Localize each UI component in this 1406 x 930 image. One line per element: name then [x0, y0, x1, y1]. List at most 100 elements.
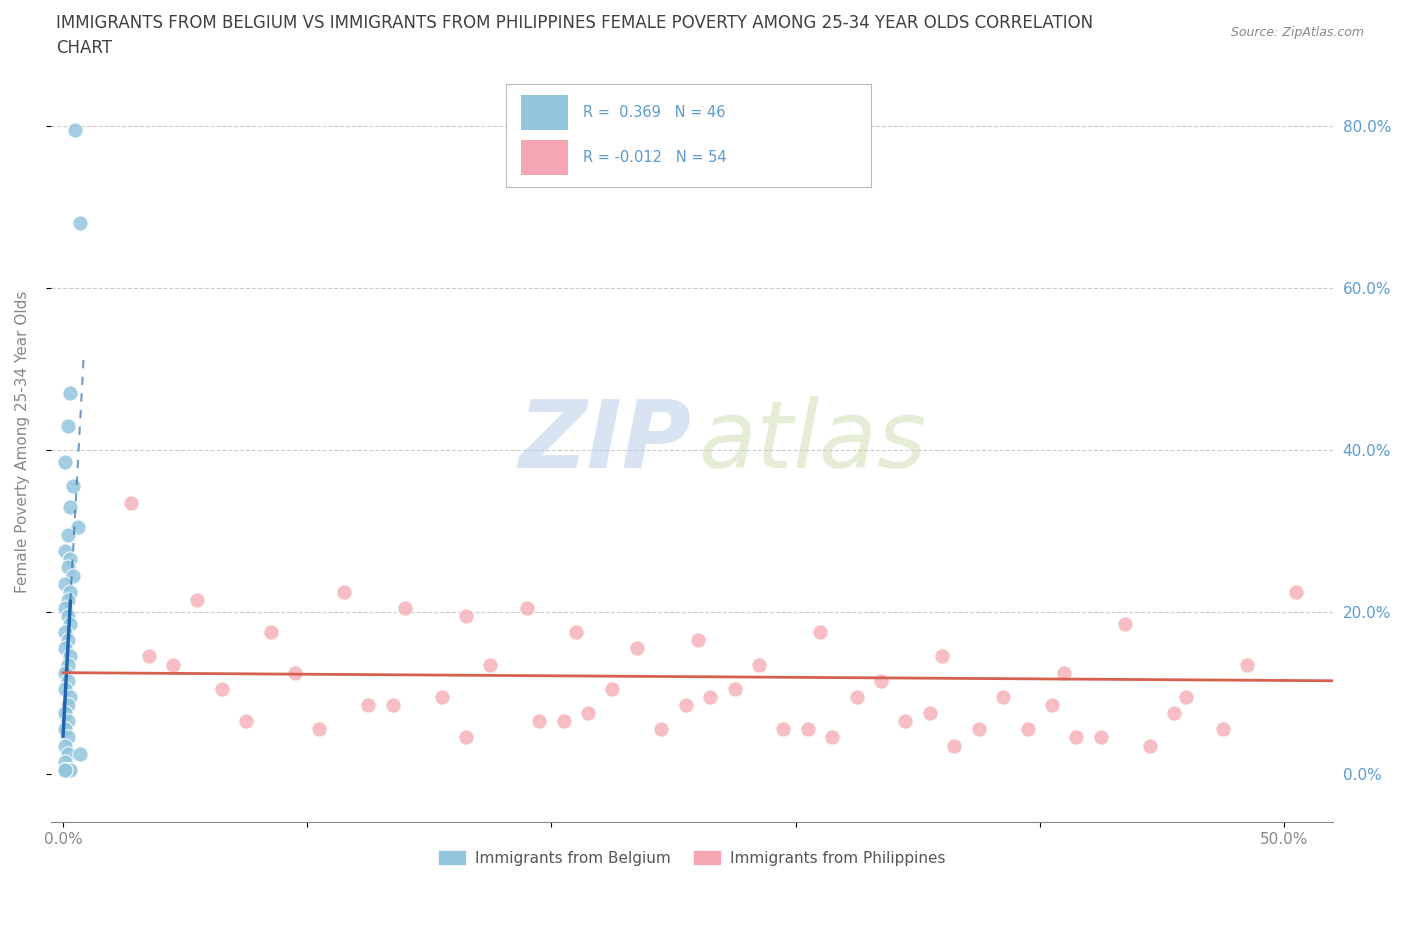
Point — [59, 763, 82, 777]
Point — [991, 689, 1014, 704]
Point — [56, 658, 79, 672]
Point — [138, 649, 160, 664]
Legend: Immigrants from Belgium, Immigrants from Philippines: Immigrants from Belgium, Immigrants from… — [432, 844, 952, 871]
Point — [55, 577, 77, 591]
Point — [56, 763, 79, 777]
Point — [55, 754, 77, 769]
Point — [55, 455, 77, 470]
Point — [120, 496, 142, 511]
Point — [55, 763, 77, 777]
Point — [69, 746, 91, 761]
Point — [186, 592, 208, 607]
Point — [308, 722, 330, 737]
Point — [59, 689, 82, 704]
Point — [56, 632, 79, 647]
Point — [1285, 584, 1308, 599]
Point — [55, 763, 77, 777]
Point — [56, 746, 79, 761]
Point — [699, 689, 721, 704]
Point — [1236, 658, 1258, 672]
Point — [56, 673, 79, 688]
Point — [527, 714, 550, 729]
Point — [967, 722, 990, 737]
Point — [454, 608, 477, 623]
Point — [516, 601, 538, 616]
Point — [55, 625, 77, 640]
Point — [56, 592, 79, 607]
Point — [357, 698, 380, 712]
Point — [69, 216, 91, 231]
Point — [284, 665, 307, 680]
Point — [1053, 665, 1076, 680]
Point — [454, 730, 477, 745]
Point — [845, 689, 868, 704]
Point — [1175, 689, 1198, 704]
Point — [626, 641, 648, 656]
Point — [56, 763, 79, 777]
Point — [56, 608, 79, 623]
Point — [235, 714, 257, 729]
Point — [56, 698, 79, 712]
Text: IMMIGRANTS FROM BELGIUM VS IMMIGRANTS FROM PHILIPPINES FEMALE POVERTY AMONG 25-3: IMMIGRANTS FROM BELGIUM VS IMMIGRANTS FR… — [56, 14, 1094, 32]
Point — [1017, 722, 1039, 737]
Point — [723, 682, 745, 697]
Point — [918, 706, 941, 721]
Point — [56, 527, 79, 542]
Point — [62, 479, 84, 494]
Point — [55, 763, 77, 777]
Point — [59, 617, 82, 631]
Point — [55, 601, 77, 616]
Point — [211, 682, 233, 697]
Text: Source: ZipAtlas.com: Source: ZipAtlas.com — [1230, 26, 1364, 39]
Text: ZIP: ZIP — [519, 396, 692, 488]
Point — [675, 698, 697, 712]
Point — [931, 649, 953, 664]
Point — [1040, 698, 1063, 712]
Point — [381, 698, 404, 712]
Point — [430, 689, 453, 704]
Point — [55, 641, 77, 656]
Point — [602, 682, 624, 697]
Point — [62, 568, 84, 583]
Point — [55, 738, 77, 753]
Point — [686, 632, 709, 647]
Point — [821, 730, 844, 745]
Point — [56, 418, 79, 433]
Point — [565, 625, 588, 640]
Point — [1114, 617, 1136, 631]
Point — [55, 706, 77, 721]
Point — [772, 722, 794, 737]
Text: atlas: atlas — [699, 396, 927, 487]
Point — [1212, 722, 1234, 737]
Point — [59, 499, 82, 514]
Point — [59, 584, 82, 599]
Point — [394, 601, 416, 616]
Point — [162, 658, 184, 672]
Point — [553, 714, 575, 729]
Point — [66, 520, 89, 535]
Point — [59, 763, 82, 777]
Point — [1066, 730, 1088, 745]
Point — [1163, 706, 1185, 721]
Point — [333, 584, 356, 599]
Point — [479, 658, 502, 672]
Point — [56, 714, 79, 729]
Point — [56, 730, 79, 745]
Point — [943, 738, 966, 753]
Point — [870, 673, 893, 688]
Point — [894, 714, 917, 729]
Point — [59, 649, 82, 664]
Point — [55, 763, 77, 777]
Point — [55, 665, 77, 680]
Point — [65, 123, 87, 138]
Point — [1139, 738, 1161, 753]
Point — [576, 706, 599, 721]
Point — [55, 544, 77, 559]
Point — [808, 625, 831, 640]
Point — [797, 722, 820, 737]
Point — [1090, 730, 1112, 745]
Point — [259, 625, 281, 640]
Y-axis label: Female Poverty Among 25-34 Year Olds: Female Poverty Among 25-34 Year Olds — [15, 291, 30, 593]
Point — [55, 682, 77, 697]
Point — [59, 551, 82, 566]
